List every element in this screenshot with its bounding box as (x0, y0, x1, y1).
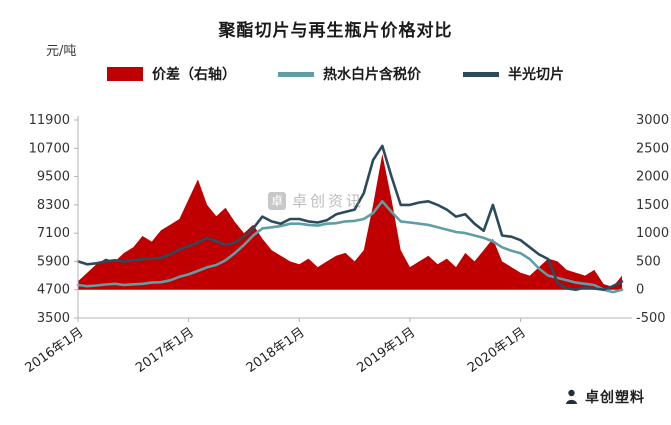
svg-text:0: 0 (636, 283, 644, 298)
price-chart-svg: 3500 4700 5900 7100 8300 9500 10700 11900 -500 0 5… (23, 113, 670, 376)
svg-text:2018年1月: 2018年1月 (244, 325, 308, 376)
area-swatch-icon (107, 67, 143, 81)
svg-text:10700: 10700 (29, 141, 70, 156)
svg-text:9500: 9500 (37, 170, 70, 185)
svg-text:3500: 3500 (37, 311, 70, 326)
svg-text:3000: 3000 (636, 113, 669, 128)
brand-name: 卓创塑料 (585, 390, 645, 406)
svg-text:2500: 2500 (636, 141, 669, 156)
svg-text:2020年1月: 2020年1月 (465, 325, 529, 376)
legend-label: 价差（右轴） (152, 67, 236, 83)
legend-item-price-diff: 价差（右轴） (107, 64, 236, 84)
svg-text:500: 500 (636, 254, 661, 269)
svg-text:4700: 4700 (37, 283, 70, 298)
line-swatch-icon (278, 71, 314, 77)
svg-text:11900: 11900 (29, 113, 70, 128)
chart-title: 聚酯切片与再生瓶片价格对比 (218, 21, 453, 41)
legend-label: 半光切片 (508, 67, 564, 83)
line-swatch-icon (463, 71, 499, 77)
y-axis-unit-label: 元/吨 (46, 44, 77, 59)
svg-text:2016年1月: 2016年1月 (23, 325, 87, 376)
svg-text:8300: 8300 (37, 198, 70, 213)
legend-label: 热水白片含税价 (323, 67, 421, 83)
svg-text:1500: 1500 (636, 198, 669, 213)
svg-text:7100: 7100 (37, 226, 70, 241)
svg-text:2000: 2000 (636, 170, 669, 185)
svg-text:2019年1月: 2019年1月 (354, 325, 418, 376)
legend-item-hot-washed-flake: 热水白片含税价 (278, 64, 421, 84)
svg-text:2017年1月: 2017年1月 (133, 325, 197, 376)
plot-area: 3500 4700 5900 7100 8300 9500 10700 11900 -500 0 5… (0, 95, 671, 409)
svg-text:1000: 1000 (636, 226, 669, 241)
brand-footer: 卓创塑料 (564, 387, 645, 407)
svg-text:-500: -500 (636, 311, 666, 326)
legend: 价差（右轴） 热水白片含税价 半光切片 (0, 64, 671, 84)
svg-text:5900: 5900 (37, 254, 70, 269)
zhuochuang-plastics-logo-icon (566, 389, 577, 404)
legend-item-semi-dull-chip: 半光切片 (463, 64, 564, 84)
